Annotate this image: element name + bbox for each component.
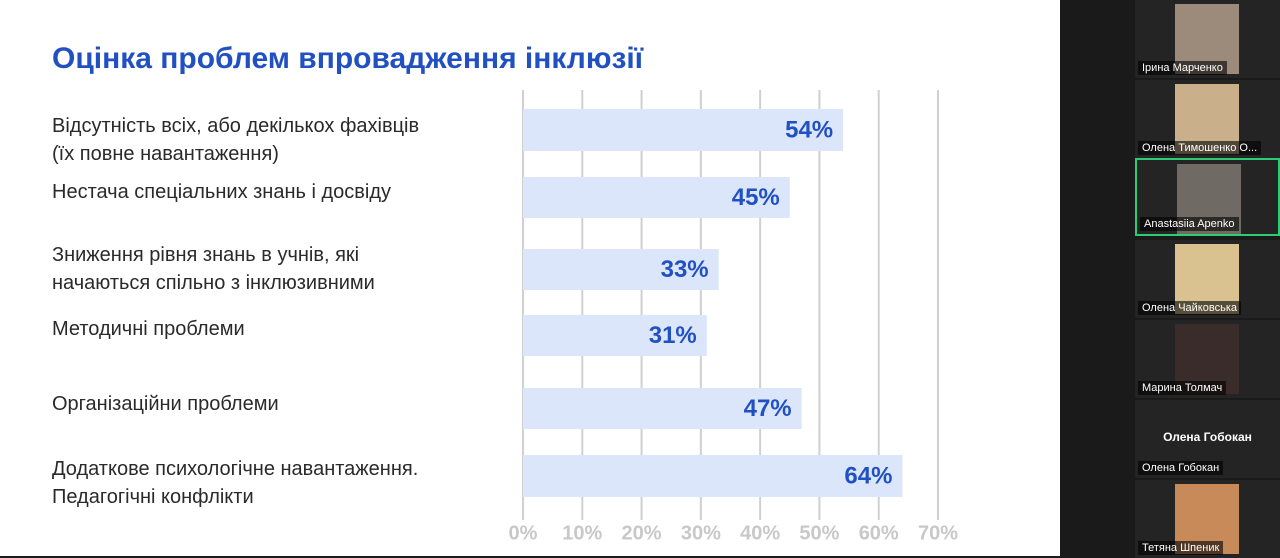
- bar: [523, 388, 802, 429]
- participant-tile: Тетяна Шпеник: [1135, 480, 1280, 558]
- value-label: 31%: [649, 322, 697, 349]
- x-tick-label: 70%: [918, 522, 958, 544]
- bar: [523, 315, 707, 356]
- participants-panel: Ірина Марченко Олена Тимошенко О... Anasta…: [1060, 0, 1280, 558]
- participant-tile: Ірина Марченко: [1135, 0, 1280, 78]
- category-label: Додаткове психологічне навантаження. Пед…: [52, 458, 419, 508]
- participant-name: Тетяна Шпеник: [1138, 541, 1224, 555]
- bar: [523, 249, 719, 290]
- chart: Оцінка проблем впровадження інклюзії 0% 1…: [52, 42, 958, 544]
- x-tick-label: 0%: [509, 522, 538, 544]
- category-label: Відсутність всіх, або декількох фахівців…: [52, 115, 420, 165]
- x-tick-label: 50%: [799, 522, 839, 544]
- bar: [523, 109, 844, 151]
- category-label: Організаційни проблеми: [52, 393, 279, 415]
- value-label: 47%: [744, 395, 792, 422]
- x-tick-label: 60%: [859, 522, 899, 544]
- participant-tile: Anastasiia Apenko: [1135, 158, 1280, 236]
- participant-name: Anastasiia Apenko: [1140, 217, 1239, 231]
- bar: [523, 177, 790, 218]
- participant-tile: Марина Толмач: [1135, 320, 1280, 398]
- participant-tile: Олена Чайковська: [1135, 240, 1280, 318]
- x-tick-label: 40%: [740, 522, 780, 544]
- value-label: 64%: [844, 462, 892, 489]
- value-label: 45%: [732, 184, 780, 211]
- x-tick-label: 10%: [562, 522, 602, 544]
- participant-tile-name: Олена Гобокан: [1163, 430, 1252, 444]
- participant-tile: Олена Тимошенко О...: [1135, 80, 1280, 158]
- value-label: 33%: [661, 256, 709, 283]
- category-label: Нестача спеціальних знань і досвіду: [52, 181, 392, 203]
- x-tick-label: 30%: [681, 522, 721, 544]
- participant-name: Олена Тимошенко О...: [1138, 141, 1262, 155]
- slide: Оцінка проблем впровадження інклюзії 0% 1…: [0, 0, 1060, 556]
- category-label: Зниження рівня знань в учнів, які начают…: [52, 244, 375, 294]
- participant-name: Ірина Марченко: [1138, 61, 1227, 75]
- participant-name: Олена Чайковська: [1138, 301, 1241, 315]
- x-tick-label: 20%: [622, 522, 662, 544]
- category-label: Методичні проблеми: [52, 318, 245, 340]
- participant-name: Марина Толмач: [1138, 381, 1227, 395]
- value-label: 54%: [785, 116, 833, 143]
- participant-name: Олена Гобокан: [1138, 461, 1224, 475]
- participant-tile: Олена Гобокан Олена Гобокан: [1135, 400, 1280, 478]
- bar: [523, 455, 903, 497]
- chart-title: Оцінка проблем впровадження інклюзії: [52, 42, 644, 75]
